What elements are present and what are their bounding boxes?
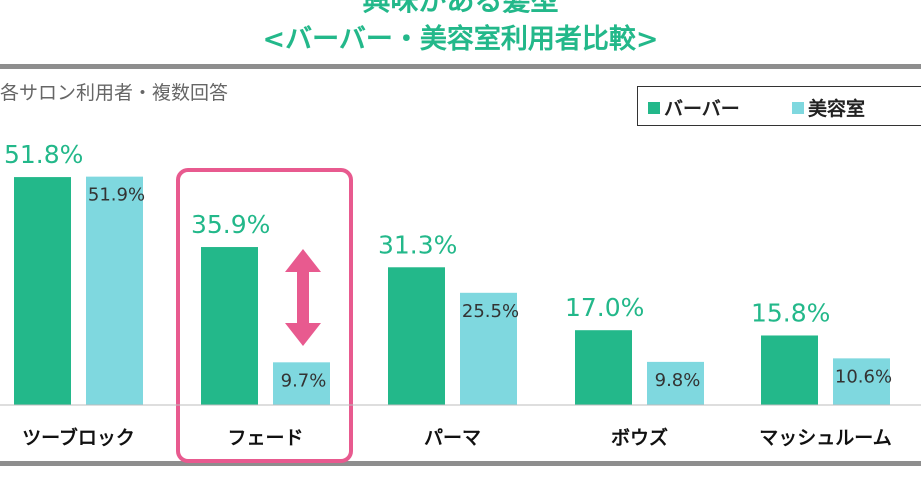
data-label-barber-0: 51.8% — [4, 140, 83, 169]
bar-salon-1 — [273, 362, 330, 405]
legend-swatch-salon — [792, 101, 804, 114]
category-label-2: パーマ — [424, 427, 481, 449]
data-label-barber-1: 35.9% — [191, 210, 270, 239]
legend-swatch-barber — [648, 101, 660, 114]
legend-label-salon: 美容室 — [808, 98, 866, 120]
chart-legend: バーバー 美容室 — [637, 86, 921, 126]
category-label-4: マッシュルーム — [759, 427, 891, 449]
data-label-barber-3: 17.0% — [565, 293, 644, 322]
legend-label-barber: バーバー — [664, 98, 740, 120]
bar-barber-1 — [201, 247, 258, 405]
data-label-salon-0: 51.9% — [88, 185, 145, 206]
chart-title: 興味がある髪型 — [0, 0, 921, 16]
category-label-3: ボウズ — [611, 426, 668, 449]
data-label-salon-1: 9.7% — [281, 370, 327, 391]
legend-item-salon: 美容室 — [792, 94, 865, 121]
data-label-salon-4: 10.6% — [835, 366, 892, 387]
data-label-barber-4: 15.8% — [751, 298, 830, 327]
bar-barber-4 — [761, 335, 818, 405]
bar-salon-0 — [86, 176, 143, 405]
highlight-box — [176, 168, 353, 463]
chart-subtitle: <バーバー・美容室利用者比較> — [262, 24, 659, 55]
bar-salon-3 — [647, 361, 704, 405]
bottom-rule — [0, 461, 921, 466]
data-label-barber-2: 31.3% — [378, 230, 457, 259]
gap-arrow-icon — [285, 249, 321, 346]
bar-salon-2 — [460, 292, 517, 405]
bar-barber-3 — [575, 330, 632, 405]
top-rule — [0, 64, 921, 69]
bar-barber-0 — [14, 177, 71, 405]
legend-item-barber: バーバー — [648, 94, 740, 121]
bar-salon-4 — [833, 358, 890, 405]
category-label-0: ツーブロック — [22, 426, 135, 449]
bar-barber-2 — [388, 267, 445, 405]
data-label-salon-2: 25.5% — [462, 301, 519, 322]
survey-note: 各サロン利用者・複数回答 — [0, 82, 229, 104]
category-label-1: フェード — [227, 427, 303, 449]
data-label-salon-3: 9.8% — [655, 370, 701, 391]
